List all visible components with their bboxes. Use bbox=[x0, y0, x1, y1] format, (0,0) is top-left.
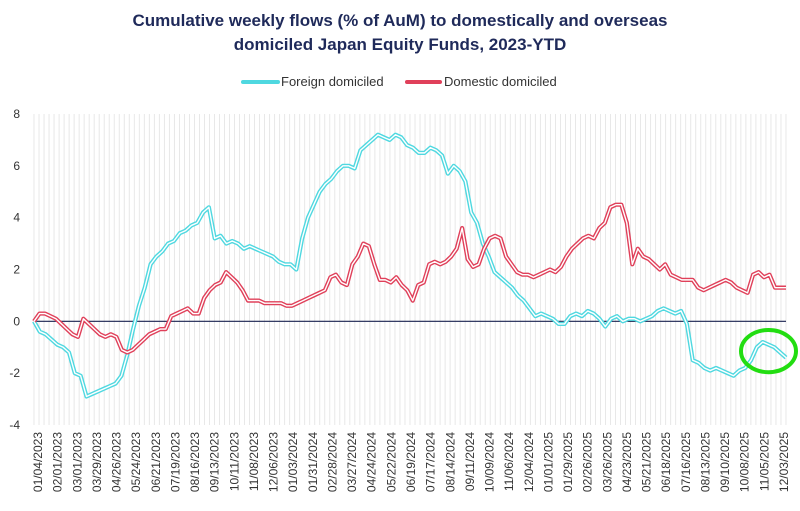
x-tick-label: 10/08/2025 bbox=[738, 432, 752, 492]
x-tick-label: 04/26/2023 bbox=[110, 432, 124, 492]
y-tick-label: 8 bbox=[13, 107, 20, 121]
x-tick-label: 11/06/2024 bbox=[502, 432, 516, 491]
x-tick-label: 03/26/2025 bbox=[600, 432, 614, 492]
x-tick-label: 05/24/2023 bbox=[129, 432, 143, 492]
chart-title-line-1: Cumulative weekly flows (% of AuM) to do… bbox=[132, 11, 667, 30]
x-tick-label: 08/13/2025 bbox=[699, 432, 713, 492]
series-line-inner-domestic bbox=[33, 204, 786, 354]
x-axis-ticks: 01/04/2023 02/01/2023 03/01/2023 03/29/2023… bbox=[31, 432, 791, 492]
legend: Foreign domiciled Domestic domiciled bbox=[241, 74, 557, 89]
annotation-layer bbox=[739, 328, 798, 375]
series-layer bbox=[32, 132, 788, 399]
x-tick-label: 01/31/2024 bbox=[306, 432, 320, 492]
x-tick-label: 05/22/2024 bbox=[384, 432, 398, 492]
x-tick-label: 07/17/2024 bbox=[424, 432, 438, 492]
legend-label-domestic: Domestic domiciled bbox=[444, 74, 557, 89]
y-tick-label: 0 bbox=[13, 314, 20, 328]
x-tick-label: 03/29/2023 bbox=[90, 432, 104, 492]
y-tick-label: 6 bbox=[13, 159, 20, 173]
x-tick-label: 10/09/2024 bbox=[483, 432, 497, 492]
highlight-circle bbox=[739, 328, 798, 375]
chart-title-line-2: domiciled Japan Equity Funds, 2023-YTD bbox=[234, 35, 567, 54]
x-tick-label: 06/21/2023 bbox=[149, 432, 163, 492]
x-tick-label: 06/19/2024 bbox=[404, 432, 418, 492]
x-tick-label: 02/26/2025 bbox=[581, 432, 595, 492]
x-tick-label: 04/24/2024 bbox=[365, 432, 379, 492]
x-tick-label: 01/03/2024 bbox=[286, 432, 300, 492]
x-tick-label: 09/13/2023 bbox=[208, 432, 222, 492]
x-tick-label: 07/16/2025 bbox=[679, 432, 693, 492]
x-tick-label: 08/14/2024 bbox=[443, 432, 457, 492]
x-tick-label: 02/28/2024 bbox=[326, 432, 340, 492]
x-tick-label: 03/27/2024 bbox=[345, 432, 359, 492]
gridlines bbox=[33, 114, 787, 425]
x-tick-label: 01/04/2023 bbox=[31, 432, 45, 492]
x-tick-label: 04/23/2025 bbox=[620, 432, 634, 492]
x-tick-label: 03/01/2023 bbox=[70, 432, 84, 492]
y-tick-label: -4 bbox=[9, 418, 20, 432]
x-tick-label: 06/18/2025 bbox=[659, 432, 673, 492]
legend-label-foreign: Foreign domiciled bbox=[281, 74, 384, 89]
x-tick-label: 02/01/2023 bbox=[51, 432, 65, 492]
x-tick-label: 09/11/2024 bbox=[463, 432, 477, 491]
x-tick-label: 12/04/2024 bbox=[522, 432, 536, 492]
x-tick-label: 12/03/2025 bbox=[777, 432, 791, 492]
y-tick-label: 2 bbox=[13, 263, 20, 277]
x-tick-label: 01/01/2025 bbox=[541, 432, 555, 492]
x-tick-label: 11/05/2025 bbox=[757, 432, 771, 491]
y-tick-label: 4 bbox=[13, 211, 20, 225]
x-tick-label: 07/19/2023 bbox=[168, 432, 182, 492]
x-tick-label: 10/11/2023 bbox=[227, 432, 241, 491]
series-line-inner-foreign bbox=[33, 134, 787, 398]
x-tick-label: 01/29/2025 bbox=[561, 432, 575, 492]
x-tick-label: 05/21/2025 bbox=[640, 432, 654, 492]
x-tick-label: 12/06/2023 bbox=[267, 432, 281, 492]
x-tick-label: 08/16/2023 bbox=[188, 432, 202, 492]
y-axis-ticks: 8 6 4 2 0 -2 -4 bbox=[9, 107, 20, 432]
x-tick-label: 09/10/2025 bbox=[718, 432, 732, 492]
x-tick-label: 11/08/2023 bbox=[247, 432, 261, 491]
y-tick-label: -2 bbox=[9, 366, 20, 380]
